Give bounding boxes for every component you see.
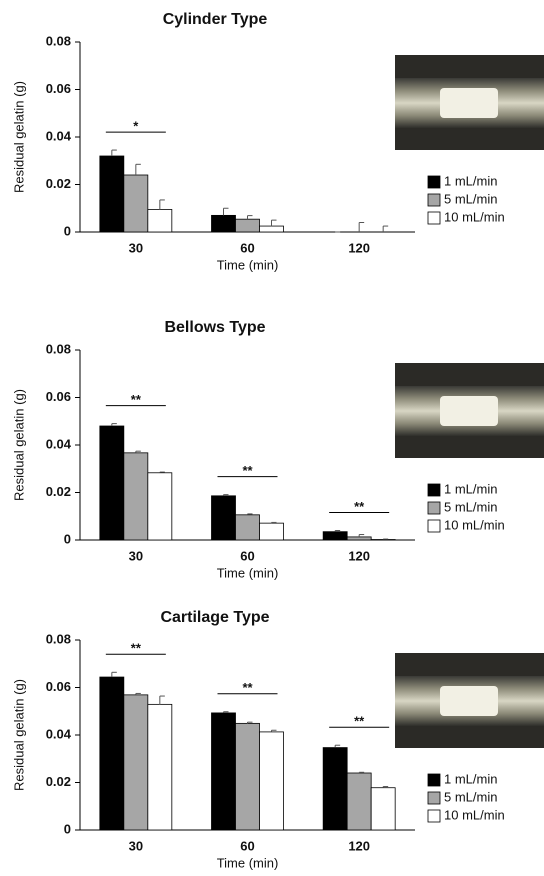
bar	[236, 219, 260, 232]
x-axis-label: Time (min)	[217, 257, 279, 272]
x-tick-label: 60	[240, 548, 254, 563]
y-axis-label: Residual gelatin (g)	[11, 679, 26, 791]
y-tick-label: 0	[64, 223, 71, 238]
photo-specimen	[440, 396, 498, 426]
legend-label: 1 mL/min	[444, 481, 497, 496]
y-tick-label: 0	[64, 821, 71, 836]
bar	[260, 523, 284, 540]
bar	[124, 175, 148, 232]
chart-title: Cylinder Type	[163, 11, 268, 28]
x-tick-label: 120	[348, 548, 370, 563]
bar	[323, 532, 347, 540]
figure: Cylinder Type Residual gelatin (g) Time (m…	[0, 0, 544, 876]
legend-swatch	[428, 212, 440, 224]
chart-title: Cartilage Type	[160, 609, 269, 626]
bar	[124, 453, 148, 540]
x-tick-label: 30	[129, 838, 143, 853]
y-tick-label: 0.06	[46, 679, 71, 694]
legend-swatch	[428, 792, 440, 804]
y-tick-label: 0.04	[46, 726, 72, 741]
legend-label: 10 mL/min	[444, 807, 505, 822]
legend-label: 5 mL/min	[444, 499, 497, 514]
bar	[371, 788, 395, 830]
y-tick-label: 0.02	[46, 176, 71, 191]
y-tick-label: 0.04	[46, 436, 72, 451]
x-tick-label: 120	[348, 240, 370, 255]
bar	[100, 426, 124, 540]
significance-label: **	[354, 714, 365, 729]
x-axis-label: Time (min)	[217, 565, 279, 580]
legend-swatch	[428, 810, 440, 822]
bar	[236, 515, 260, 540]
legend-swatch	[428, 774, 440, 786]
bar	[347, 537, 371, 540]
bar	[100, 156, 124, 232]
bar	[212, 713, 236, 830]
legend-label: 5 mL/min	[444, 789, 497, 804]
photo-specimen	[440, 686, 498, 716]
photo-specimen	[440, 88, 498, 118]
x-tick-label: 30	[129, 240, 143, 255]
significance-label: **	[242, 463, 253, 478]
bar	[148, 209, 172, 232]
significance-label: **	[354, 499, 365, 514]
y-tick-label: 0.06	[46, 81, 71, 96]
legend-swatch	[428, 502, 440, 514]
x-tick-label: 30	[129, 548, 143, 563]
y-tick-label: 0.02	[46, 774, 71, 789]
bar	[148, 473, 172, 540]
x-axis-label: Time (min)	[217, 855, 279, 870]
bar	[323, 748, 347, 830]
bar	[260, 732, 284, 830]
bar	[347, 773, 371, 830]
legend-swatch	[428, 176, 440, 188]
x-tick-label: 60	[240, 240, 254, 255]
y-tick-label: 0.08	[46, 341, 71, 356]
y-tick-label: 0.08	[46, 33, 71, 48]
bar	[148, 704, 172, 830]
bar	[260, 226, 284, 232]
legend-label: 5 mL/min	[444, 191, 497, 206]
legend-label: 10 mL/min	[444, 517, 505, 532]
bar	[100, 677, 124, 830]
y-tick-label: 0	[64, 531, 71, 546]
legend-label: 1 mL/min	[444, 173, 497, 188]
y-tick-label: 0.06	[46, 389, 71, 404]
y-axis-label: Residual gelatin (g)	[11, 389, 26, 501]
y-tick-label: 0.02	[46, 484, 71, 499]
significance-label: **	[131, 641, 142, 656]
legend-label: 10 mL/min	[444, 209, 505, 224]
bar	[124, 695, 148, 830]
bar	[212, 496, 236, 540]
legend-label: 1 mL/min	[444, 771, 497, 786]
significance-label: **	[131, 392, 142, 407]
y-axis-label: Residual gelatin (g)	[11, 81, 26, 193]
legend-swatch	[428, 520, 440, 532]
bar	[212, 215, 236, 232]
x-tick-label: 60	[240, 838, 254, 853]
legend-swatch	[428, 194, 440, 206]
y-tick-label: 0.08	[46, 631, 71, 646]
x-tick-label: 120	[348, 838, 370, 853]
y-tick-label: 0.04	[46, 128, 72, 143]
bar	[236, 723, 260, 830]
legend-swatch	[428, 484, 440, 496]
significance-label: *	[133, 119, 139, 134]
significance-label: **	[242, 680, 253, 695]
chart-title: Bellows Type	[164, 319, 265, 336]
